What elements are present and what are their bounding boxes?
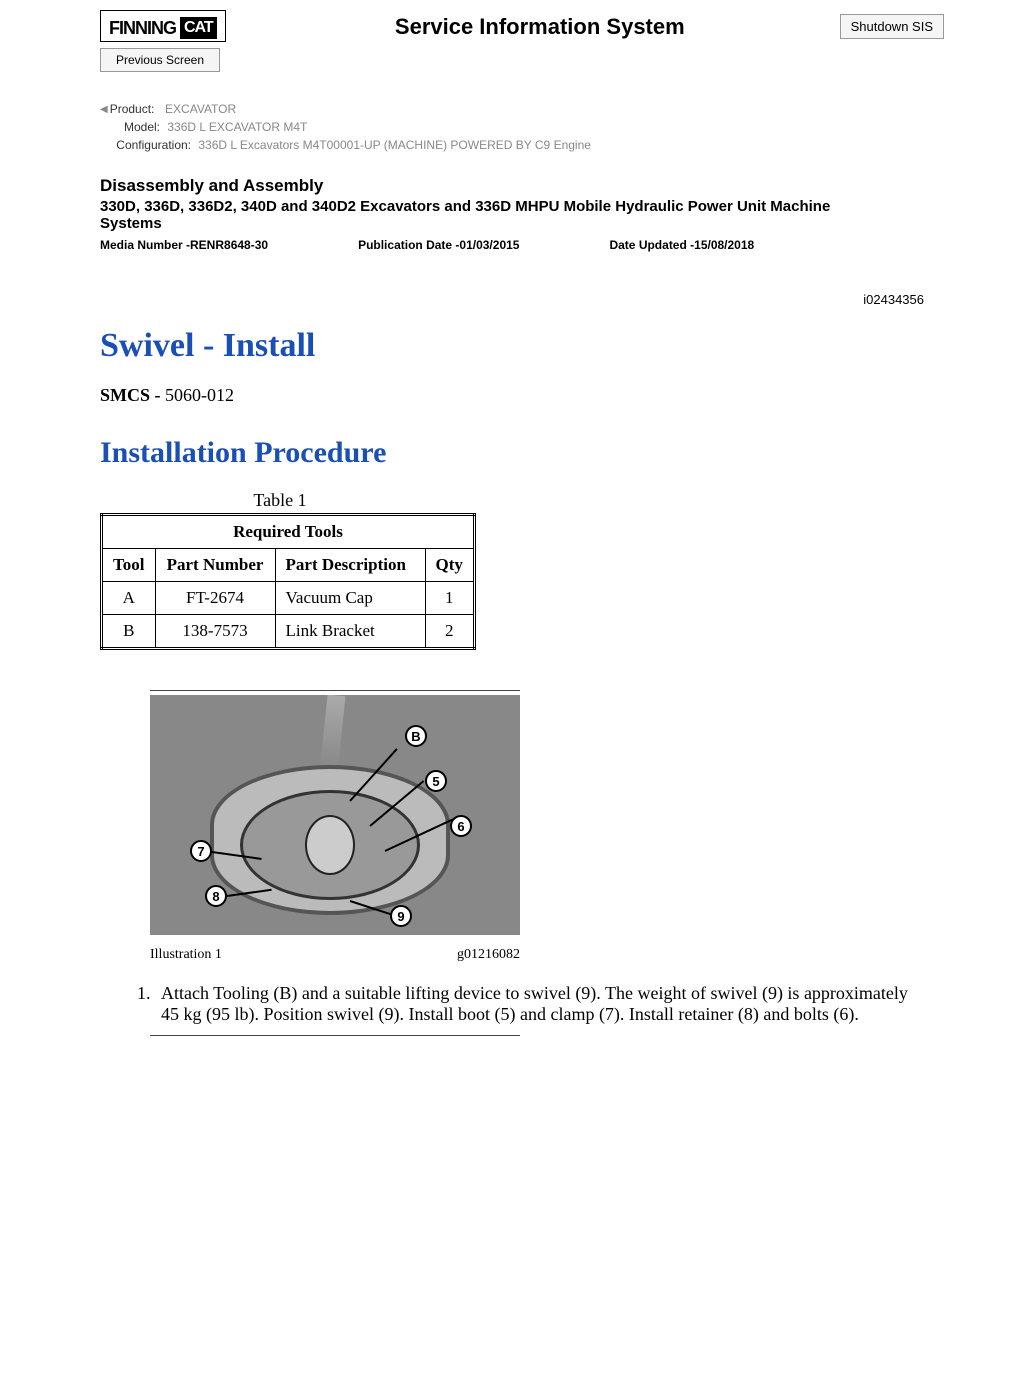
meta-config-value: 336D L Excavators M4T00001-UP (MACHINE) …	[198, 138, 591, 152]
procedure-steps: Attach Tooling (B) and a suitable liftin…	[100, 983, 924, 1025]
shutdown-sis-button[interactable]: Shutdown SIS	[840, 14, 944, 39]
illustration-label: Illustration 1	[150, 947, 222, 963]
callout-7: 7	[190, 840, 212, 862]
cell-qty: 2	[425, 615, 474, 649]
meta-product-label: Product:	[110, 102, 162, 116]
brand-logo: FINNING CAT	[100, 10, 226, 42]
media-number: Media Number -RENR8648-30	[100, 238, 268, 252]
meta-config-label: Configuration:	[100, 138, 195, 152]
cell-part-number: 138-7573	[155, 615, 275, 649]
callout-6: 6	[450, 815, 472, 837]
callout-5: 5	[425, 770, 447, 792]
cell-part-number: FT-2674	[155, 582, 275, 615]
date-updated: Date Updated -15/08/2018	[609, 238, 754, 252]
step-item: Attach Tooling (B) and a suitable liftin…	[155, 983, 915, 1025]
product-meta-block: ◀Product: EXCAVATOR Model: 336D L EXCAVA…	[0, 72, 1024, 152]
smcs-line: SMCS - 5060-012	[100, 385, 924, 406]
document-item-id: i02434356	[0, 252, 1024, 307]
callout-8: 8	[205, 885, 227, 907]
col-part-description: Part Description	[275, 549, 425, 582]
sis-title: Service Information System	[240, 10, 840, 40]
illustration-1-image: B 5 6 7 8 9	[150, 695, 520, 935]
logo-cat-badge: CAT	[180, 17, 217, 39]
col-part-number: Part Number	[155, 549, 275, 582]
procedure-title: Installation Procedure	[100, 436, 924, 470]
col-tool: Tool	[102, 549, 156, 582]
smcs-label: SMCS -	[100, 385, 161, 405]
back-arrow-icon[interactable]: ◀	[100, 104, 108, 115]
meta-model-label: Model:	[100, 120, 164, 134]
illustration-gnum: g01216082	[457, 947, 520, 963]
cell-part-description: Vacuum Cap	[275, 582, 425, 615]
table-header-span: Required Tools	[102, 515, 475, 549]
publication-date: Publication Date -01/03/2015	[358, 238, 519, 252]
smcs-code: 5060-012	[165, 385, 234, 405]
divider	[150, 1035, 520, 1036]
meta-product-value: EXCAVATOR	[165, 102, 236, 116]
cell-qty: 1	[425, 582, 474, 615]
section-subtitle: 330D, 336D, 336D2, 340D and 340D2 Excava…	[100, 198, 880, 232]
previous-screen-button[interactable]: Previous Screen	[100, 48, 220, 72]
divider	[150, 690, 520, 691]
callout-B: B	[405, 725, 427, 747]
cell-tool: A	[102, 582, 156, 615]
col-qty: Qty	[425, 549, 474, 582]
logo-brand-text: FINNING	[109, 18, 176, 39]
section-title: Disassembly and Assembly	[100, 176, 924, 196]
table-caption: Table 1	[100, 490, 460, 511]
meta-model-value: 336D L EXCAVATOR M4T	[167, 120, 307, 134]
page-title: Swivel - Install	[100, 327, 924, 365]
cell-part-description: Link Bracket	[275, 615, 425, 649]
required-tools-table: Required Tools Tool Part Number Part Des…	[100, 513, 476, 650]
callout-9: 9	[390, 905, 412, 927]
table-row: B 138-7573 Link Bracket 2	[102, 615, 475, 649]
cell-tool: B	[102, 615, 156, 649]
table-row: A FT-2674 Vacuum Cap 1	[102, 582, 475, 615]
